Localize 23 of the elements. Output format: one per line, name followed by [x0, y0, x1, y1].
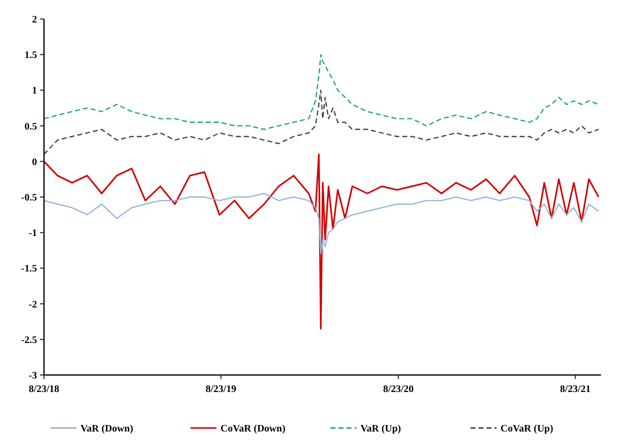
line-series: [43, 54, 600, 130]
y-tick-label: -2.5: [21, 334, 37, 346]
y-tick-label: -3: [28, 370, 37, 382]
legend-label: CoVaR (Down): [220, 424, 286, 434]
y-tick-label: 1.5: [24, 50, 37, 62]
line-series: [43, 90, 600, 155]
y-tick-label: 2: [32, 14, 37, 26]
y-tick-label: -0.5: [21, 192, 37, 204]
y-tick-label: -1.5: [21, 264, 37, 275]
legend-label: VaR (Down): [80, 424, 134, 434]
y-tick-label: 0.5: [24, 121, 37, 132]
y-tick-label: -2: [28, 299, 37, 310]
y-tick-label: 1: [32, 86, 37, 97]
legend-label: VaR (Up): [360, 424, 401, 434]
x-tick-label: 8/23/20: [383, 384, 414, 395]
legend-label: CoVaR (Up): [500, 424, 554, 434]
line-series: [43, 192, 600, 255]
x-tick-label: 8/23/21: [560, 384, 591, 395]
y-tick-label: -1: [28, 228, 37, 240]
x-tick-label: 8/23/18: [28, 384, 60, 395]
x-tick-label: 8/23/19: [206, 384, 236, 395]
line-series: [43, 153, 600, 330]
y-tick-label: 0: [32, 156, 37, 168]
